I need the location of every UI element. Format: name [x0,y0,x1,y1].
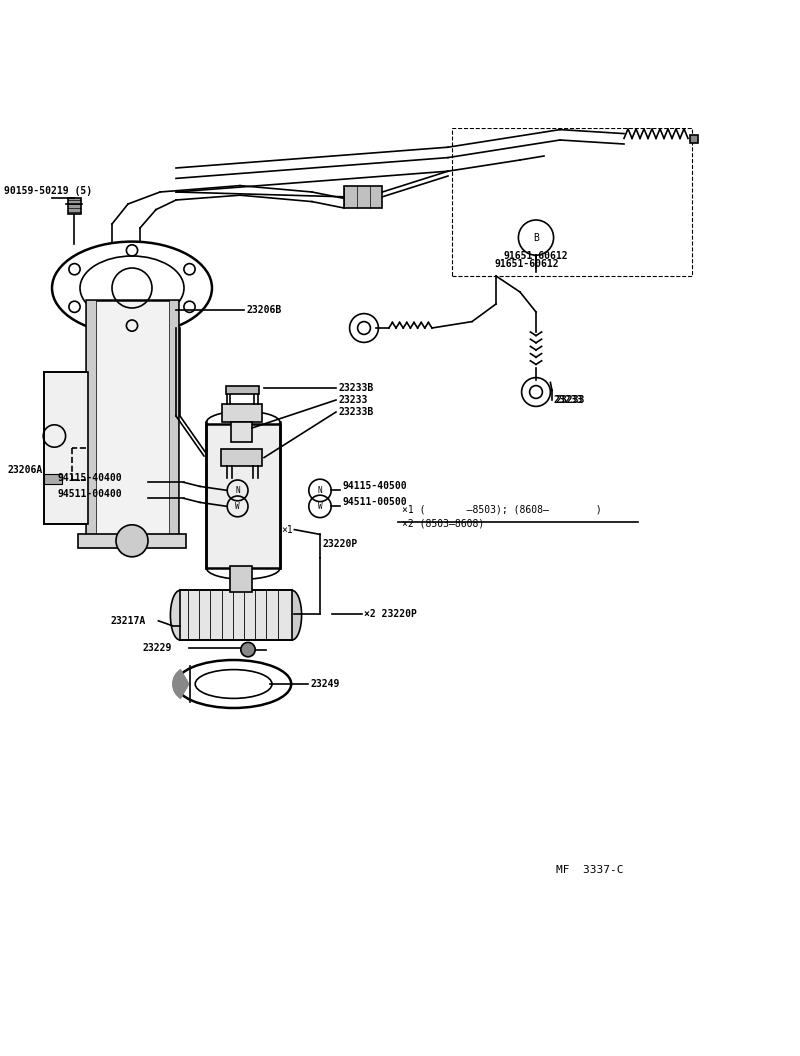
Bar [68,197,81,213]
Wedge shape [172,668,190,699]
Text: 94115-40400: 94115-40400 [58,473,122,484]
Text: W: W [318,502,322,511]
Ellipse shape [170,590,190,640]
Text: 23233B: 23233B [338,407,374,417]
Bar [226,385,259,394]
Text: 23233: 23233 [338,395,368,406]
Text: 23217A: 23217A [110,616,146,626]
Circle shape [241,642,255,657]
Bar [86,300,178,536]
Bar [690,135,698,144]
Text: B: B [533,232,539,243]
Bar [231,421,252,441]
Bar [221,449,262,467]
Bar [180,590,292,640]
Text: 23220P: 23220P [322,539,358,549]
Bar [230,566,252,592]
Bar [44,474,62,484]
Text: 91651-60612: 91651-60612 [494,259,559,269]
Text: 94511-00500: 94511-00500 [342,496,407,507]
Text: MF  3337-C: MF 3337-C [556,865,623,874]
Bar [169,300,178,536]
Text: 23233: 23233 [554,395,583,406]
Text: 23206B: 23206B [246,304,282,315]
Text: W: W [235,502,240,511]
Bar [44,372,88,524]
Bar [86,300,96,536]
Text: 23233B: 23233B [338,383,374,393]
Text: 23233: 23233 [556,395,586,406]
Text: 91651-60612: 91651-60612 [504,251,569,261]
Bar [222,404,262,421]
Bar [452,128,692,276]
Text: ×1 (       –8503); (8608–        ): ×1 ( –8503); (8608– ) [402,505,602,514]
Text: 23229: 23229 [142,643,172,653]
Circle shape [116,525,148,557]
Text: ×1: ×1 [282,525,294,534]
Bar [206,425,280,568]
Text: ×2 23220P: ×2 23220P [364,609,417,620]
Bar [344,186,382,208]
Text: ×2 (8503–8608): ×2 (8503–8608) [402,518,485,528]
Text: 90159-50219 (5): 90159-50219 (5) [4,186,92,196]
Bar [78,533,186,548]
Text: 23249: 23249 [310,679,340,689]
Text: N: N [235,486,240,495]
Text: 23206A: 23206A [8,466,43,475]
Text: 94115-40500: 94115-40500 [342,480,407,491]
Ellipse shape [230,559,252,574]
Ellipse shape [282,590,302,640]
Text: N: N [318,486,322,495]
Text: 94511-00400: 94511-00400 [58,489,122,499]
